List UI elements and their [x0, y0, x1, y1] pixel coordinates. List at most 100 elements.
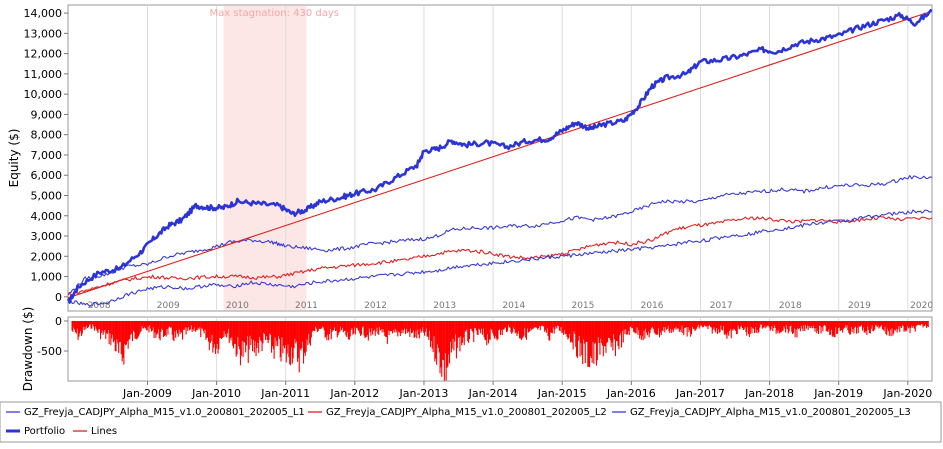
drawdown-bar	[358, 321, 360, 332]
drawdown-bar	[163, 321, 165, 337]
drawdown-bar	[692, 321, 694, 330]
drawdown-bar	[923, 321, 925, 326]
drawdown-bar	[306, 321, 308, 340]
y-tick-label: 10,000	[24, 88, 63, 101]
drawdown-bar	[697, 321, 699, 327]
drawdown-bar	[197, 321, 199, 328]
drawdown-bar	[883, 321, 885, 332]
drawdown-bar	[71, 321, 73, 331]
drawdown-bar	[195, 321, 197, 330]
drawdown-bar	[847, 321, 849, 331]
year-label: 2010	[226, 301, 249, 311]
drawdown-bar	[418, 321, 420, 339]
drawdown-bar	[503, 321, 505, 330]
drawdown-bar	[742, 321, 744, 330]
drawdown-bar	[796, 321, 798, 338]
drawdown-bar	[652, 321, 654, 328]
drawdown-bar	[425, 321, 427, 329]
drawdown-bar	[516, 321, 518, 336]
year-label: 2015	[571, 301, 594, 311]
drawdown-bar	[303, 321, 305, 364]
drawdown-bar	[681, 321, 683, 326]
drawdown-bar	[339, 321, 341, 332]
drawdown-bar	[233, 321, 235, 349]
drawdown-bar	[640, 321, 642, 340]
drawdown-bar	[858, 321, 860, 327]
drawdown-bar	[375, 321, 377, 332]
drawdown-bar	[360, 321, 362, 335]
drawdown-bar	[785, 321, 787, 333]
year-label: 2017	[710, 301, 733, 311]
drawdown-bar	[573, 321, 575, 332]
drawdown-bar	[322, 321, 324, 328]
drawdown-bar	[783, 321, 785, 327]
drawdown-bar	[444, 321, 446, 354]
drawdown-bar	[927, 321, 929, 328]
drawdown-bar	[423, 321, 425, 333]
drawdown-bar	[561, 321, 563, 333]
drawdown-bar	[225, 321, 227, 334]
drawdown-bar	[335, 321, 337, 331]
drawdown-bar	[741, 321, 743, 326]
drawdown-bar	[849, 321, 851, 335]
drawdown-bar	[567, 321, 569, 340]
drawdown-bar	[265, 321, 267, 340]
drawdown-bar	[758, 321, 760, 332]
drawdown-bar	[532, 321, 534, 329]
drawdown-bar	[607, 321, 609, 342]
drawdown-bar	[722, 321, 724, 326]
drawdown-bar	[747, 321, 749, 328]
drawdown-bar	[537, 321, 539, 330]
drawdown-bar	[906, 321, 908, 327]
drawdown-bar	[676, 321, 678, 330]
drawdown-bar	[668, 321, 670, 332]
drawdown-bar	[467, 321, 469, 342]
drawdown-bar	[258, 321, 260, 337]
drawdown-bar	[602, 321, 604, 346]
drawdown-bar	[246, 321, 248, 337]
drawdown-bar	[482, 321, 484, 329]
drawdown-bar	[220, 321, 222, 339]
series-line-lines	[67, 10, 933, 299]
drawdown-bar	[696, 321, 698, 329]
drawdown-bar	[631, 321, 633, 329]
drawdown-bar	[316, 321, 318, 329]
drawdown-bar	[798, 321, 800, 330]
drawdown-bar	[406, 321, 408, 333]
drawdown-bar	[297, 321, 299, 362]
drawdown-bar	[386, 321, 388, 344]
drawdown-bar	[221, 321, 223, 338]
drawdown-bar	[701, 321, 703, 327]
drawdown-bar	[678, 321, 680, 332]
drawdown-bar	[489, 321, 491, 340]
drawdown-bar	[587, 321, 589, 367]
drawdown-bar	[180, 321, 182, 332]
drawdown-bar	[663, 321, 665, 328]
drawdown-bar	[690, 321, 692, 335]
drawdown-bar	[433, 321, 435, 337]
drawdown-bar	[411, 321, 413, 334]
drawdown-bar	[634, 321, 636, 334]
drawdown-bar	[111, 321, 113, 339]
x-tick-label: Jan-2014	[468, 387, 518, 400]
drawdown-bar	[802, 321, 804, 331]
drawdown-bar	[472, 321, 474, 333]
drawdown-bar	[335, 321, 337, 331]
drawdown-bar	[283, 321, 285, 346]
drawdown-bar	[167, 321, 169, 335]
year-label: 2012	[364, 301, 387, 311]
equity-series	[66, 9, 933, 307]
drawdown-bar	[80, 321, 82, 331]
drawdown-bar	[237, 321, 239, 337]
drawdown-bar	[403, 321, 405, 331]
drawdown-bar	[232, 321, 234, 346]
drawdown-bar	[191, 321, 193, 332]
drawdown-bar	[792, 321, 794, 333]
drawdown-bar	[733, 321, 735, 329]
drawdown-bar	[224, 321, 226, 337]
year-label: 2013	[433, 301, 456, 311]
drawdown-bar	[481, 321, 483, 329]
drawdown-bar	[481, 321, 483, 335]
drawdown-bar	[674, 321, 676, 330]
drawdown-bar	[378, 321, 380, 335]
